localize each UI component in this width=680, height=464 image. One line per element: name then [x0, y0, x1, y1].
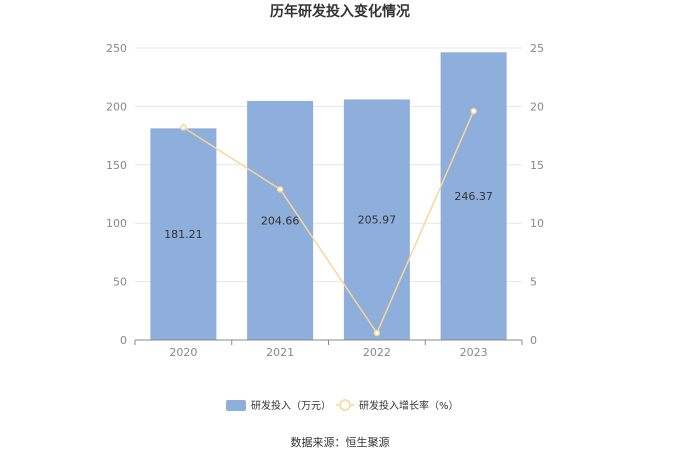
- legend-line-marker: [339, 399, 351, 411]
- bar: [440, 52, 507, 341]
- growth-rate-point: [470, 107, 477, 115]
- growth-rate-point: [276, 186, 284, 193]
- y-left-tick-label: 100: [106, 217, 127, 230]
- y-right-tick-label: 20: [530, 100, 544, 113]
- legend-bar-label: 研发投入（万元）: [251, 399, 331, 412]
- y-left-tick-label: 0: [120, 334, 127, 347]
- bar-data-label: 246.37: [454, 190, 493, 203]
- y-right-tick-label: 25: [530, 42, 544, 55]
- y-left-tick-label: 50: [113, 276, 127, 289]
- y-right-tick-label: 0: [530, 334, 537, 347]
- y-right-tick-label: 5: [530, 276, 537, 289]
- chart-title: 历年研发投入变化情况: [270, 3, 410, 20]
- legend-line-label: 研发投入增长率（%）: [359, 399, 459, 412]
- line-layer: [180, 107, 477, 337]
- y-left-tick-label: 200: [106, 100, 127, 113]
- x-tick-label: 2020: [169, 346, 197, 359]
- y-right-tick-label: 10: [530, 217, 544, 230]
- bar-data-label: 204.66: [261, 214, 300, 227]
- bar: [247, 100, 314, 340]
- x-tick-label: 2023: [460, 346, 488, 359]
- x-tick-label: 2021: [266, 346, 294, 359]
- y-right-tick-label: 15: [530, 159, 544, 172]
- legend-layer: 研发投入（万元） 研发投入增长率（%）: [226, 399, 459, 412]
- growth-rate-line: [182, 110, 475, 335]
- bar-data-label: 181.21: [164, 228, 203, 241]
- bar-layer: 181.21 204.66 205.97 246.37: [150, 52, 507, 341]
- x-tick-label: 2022: [363, 346, 391, 359]
- growth-rate-point: [180, 124, 187, 131]
- legend-bar-swatch: [226, 400, 246, 411]
- y-left-tick-label: 150: [106, 159, 127, 172]
- y-left-tick-label: 250: [106, 42, 127, 55]
- bar-data-label: 205.97: [358, 214, 397, 227]
- bar: [150, 128, 217, 340]
- source-text: 数据来源：恒生聚源: [291, 435, 390, 449]
- growth-rate-point: [373, 329, 381, 337]
- axis-layer: 0 50 100 150 200 250 0 5 10 15 20 25 2020 2021 2022 202…: [106, 42, 544, 359]
